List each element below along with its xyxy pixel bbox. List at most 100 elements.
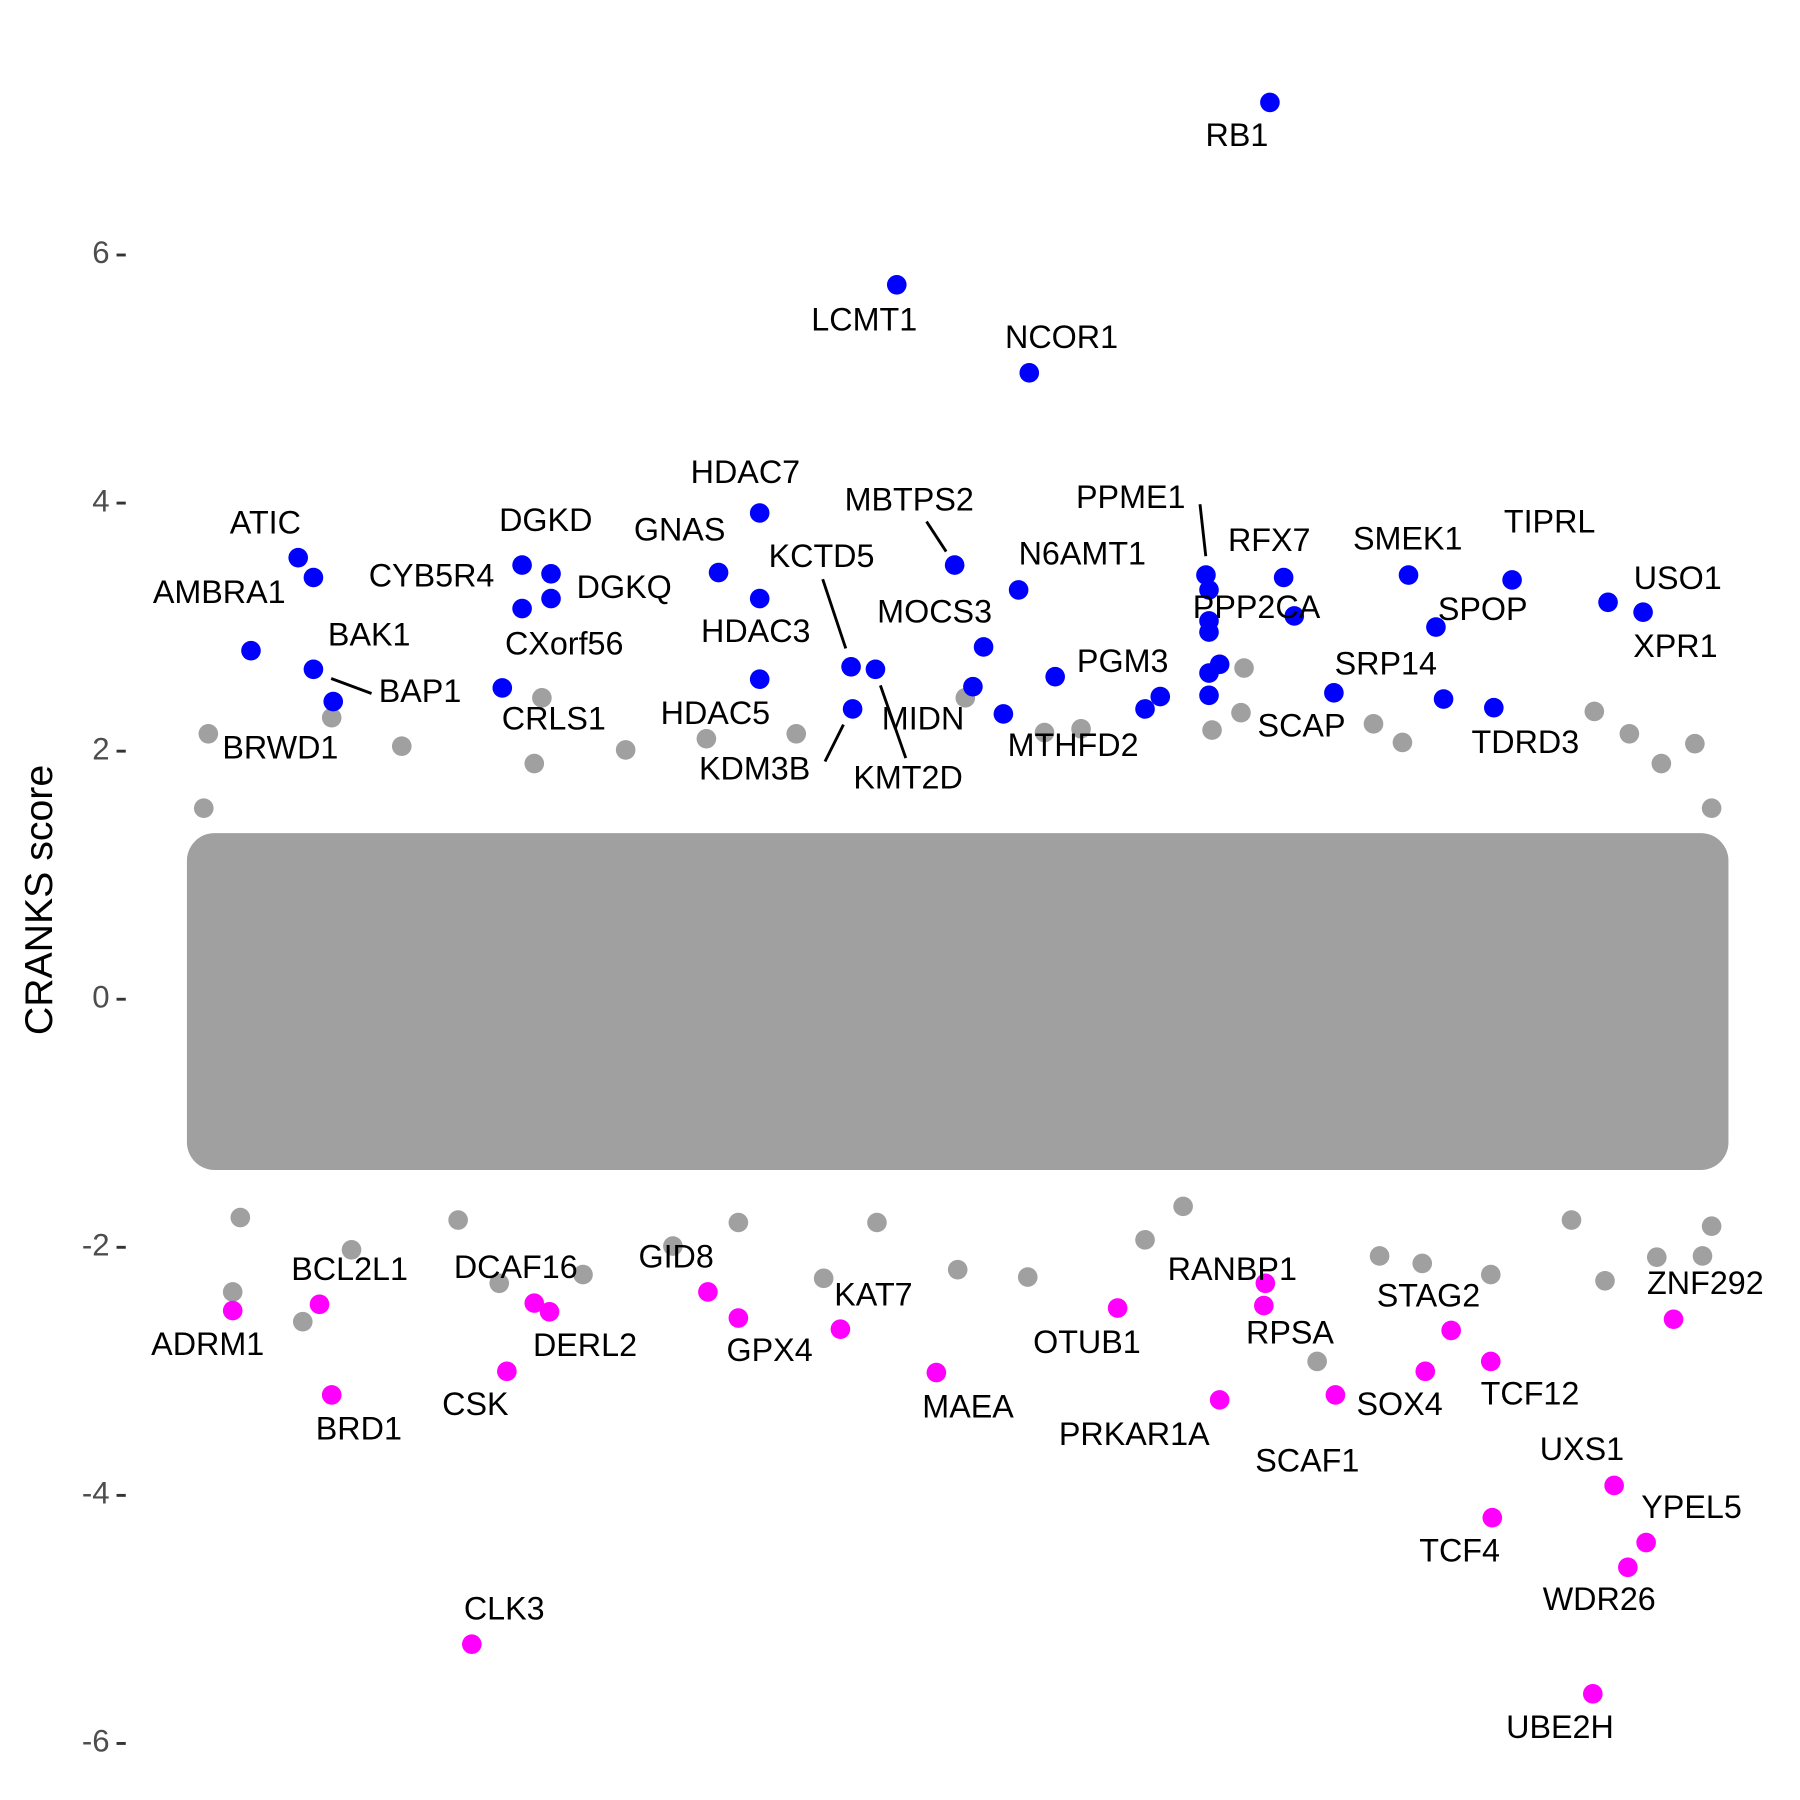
point: [1255, 1273, 1276, 1294]
y-tick-label: -4: [82, 1476, 110, 1511]
point: [1583, 1684, 1603, 1704]
point-label: BAK1: [328, 616, 411, 652]
point: [1273, 567, 1294, 588]
point-label: MAEA: [922, 1388, 1014, 1424]
point: [708, 562, 729, 583]
point-label: SMEK1: [1353, 521, 1463, 557]
point: [1480, 1264, 1501, 1285]
point: [1008, 580, 1029, 600]
point: [1135, 1230, 1155, 1250]
point-label: GPX4: [727, 1332, 813, 1368]
point: [341, 1239, 362, 1260]
point-label: DERL2: [533, 1327, 637, 1363]
point: [288, 547, 309, 568]
point: [1441, 1320, 1461, 1341]
point: [1426, 617, 1446, 637]
point-label: CRLS1: [502, 701, 606, 737]
point: [993, 704, 1014, 724]
point: [292, 1311, 313, 1332]
point: [303, 659, 324, 680]
point: [1199, 622, 1219, 642]
point: [865, 659, 886, 680]
point: [1412, 1253, 1433, 1274]
point: [1307, 1351, 1327, 1372]
point-label: HDAC7: [691, 454, 800, 490]
point-label: ADRM1: [151, 1326, 264, 1362]
point: [1646, 1247, 1667, 1268]
point-label: STAG2: [1377, 1278, 1481, 1314]
point: [1398, 565, 1419, 585]
point: [1045, 666, 1065, 687]
point: [615, 740, 636, 760]
point-label: BAP1: [379, 673, 462, 709]
point-label: CLK3: [464, 1590, 545, 1626]
point: [1135, 699, 1155, 719]
point: [230, 1207, 251, 1228]
point-label: GNAS: [634, 511, 726, 547]
point: [1433, 689, 1454, 709]
point: [813, 1268, 834, 1289]
point: [1633, 602, 1653, 623]
point: [1701, 1216, 1722, 1237]
point: [1260, 92, 1280, 113]
point: [842, 699, 863, 719]
point: [1234, 658, 1254, 678]
point-label: DCAF16: [454, 1249, 578, 1285]
point: [1173, 1196, 1193, 1217]
point-label: SCAF1: [1255, 1443, 1359, 1479]
point-label: PRKAR1A: [1059, 1416, 1210, 1452]
point-label: RANBP1: [1168, 1251, 1297, 1287]
point-label: RB1: [1206, 117, 1269, 153]
point: [663, 1236, 683, 1256]
y-tick-label: 0: [92, 979, 109, 1014]
point: [749, 669, 770, 690]
point-label: SCAP: [1258, 708, 1346, 744]
point-label: MTHFD2: [1008, 727, 1139, 763]
point-label: MOCS3: [877, 593, 992, 629]
point: [1196, 565, 1216, 585]
point-label: WDR26: [1543, 1581, 1656, 1617]
point: [1231, 702, 1251, 723]
point: [391, 736, 412, 756]
point: [1561, 1210, 1582, 1230]
point-label: DGKQ: [577, 569, 672, 605]
point-label: UBE2H: [1506, 1709, 1614, 1745]
y-axis-label: CRANKS score: [17, 765, 61, 1035]
leader-line: [821, 578, 848, 649]
point: [749, 503, 770, 523]
point: [973, 637, 994, 657]
point: [492, 678, 513, 698]
point-label: XPR1: [1633, 628, 1717, 664]
point: [1701, 798, 1722, 819]
point-label: ATIC: [230, 505, 301, 541]
point: [926, 1362, 947, 1383]
point: [963, 676, 983, 697]
point-label: GID8: [638, 1238, 713, 1274]
point: [541, 563, 561, 584]
point: [1017, 1267, 1038, 1287]
point: [749, 588, 770, 609]
leader-line: [879, 684, 908, 759]
point-label: RFX7: [1228, 522, 1311, 558]
point: [532, 688, 552, 708]
point-label: RPSA: [1246, 1315, 1334, 1351]
leader-line: [1198, 504, 1208, 557]
point-label: SPOP: [1438, 591, 1528, 627]
point: [1284, 606, 1305, 626]
point-label: PPP2CA: [1193, 589, 1321, 625]
point: [1618, 1557, 1638, 1578]
point: [1199, 685, 1219, 706]
leader-line: [330, 677, 373, 695]
point: [241, 640, 261, 661]
point-label: HDAC5: [661, 695, 770, 731]
point-label: OTUB1: [1033, 1324, 1141, 1360]
point: [698, 1282, 718, 1302]
point: [321, 707, 342, 728]
point: [728, 1308, 749, 1328]
point: [323, 691, 344, 712]
point: [830, 1319, 851, 1339]
point: [1663, 1309, 1684, 1330]
point-label: TDRD3: [1472, 724, 1580, 760]
point: [786, 723, 807, 744]
